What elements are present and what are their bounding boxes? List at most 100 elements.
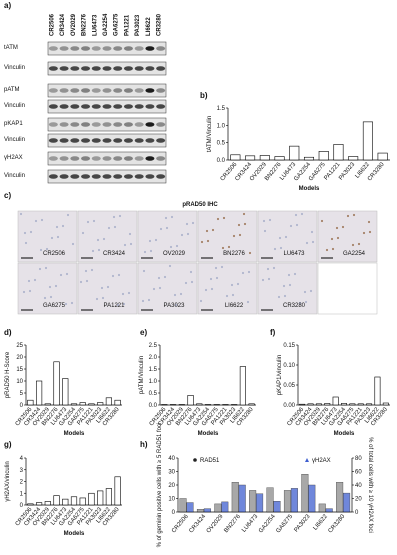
blot-row-label: Vinculin [4, 137, 25, 143]
blot-band [70, 156, 79, 161]
ihc-texture [337, 237, 339, 239]
blot-band [81, 104, 90, 109]
bar [304, 157, 313, 160]
blot-band [145, 156, 154, 161]
ihc-texture [130, 243, 132, 245]
ihc-texture [153, 288, 155, 290]
blot-band [135, 122, 144, 127]
legend-label: γH2AX [312, 458, 331, 464]
ihc-texture [66, 273, 68, 275]
y2-tick-label: 60 [355, 470, 362, 476]
ihc-texture [144, 251, 146, 253]
blot-band [145, 88, 154, 93]
ihc-texture [148, 299, 150, 301]
y2-axis-label: % of total cells with ≥ 10 γH2AX foci [367, 437, 373, 533]
ihc-texture [273, 267, 275, 269]
blot-band [49, 174, 58, 179]
ihc-texture [280, 247, 282, 249]
bar [290, 146, 299, 160]
bar [115, 477, 121, 505]
ihc-texture [226, 295, 228, 297]
ihc-texture [46, 248, 48, 250]
ihc-texture [56, 226, 58, 228]
y-tick-label: 0.5 [149, 391, 158, 397]
y-tick-label: 10 [168, 497, 175, 503]
y2-tick-label: 80 [355, 456, 362, 462]
x-axis-label: Models [334, 431, 355, 437]
blot-row-label: pKAP1 [4, 121, 23, 127]
blot-band [124, 46, 133, 51]
bar [97, 491, 103, 505]
x-axis-label: Models [299, 186, 320, 192]
blot-row-label: γH2AX [4, 155, 23, 161]
blot-band [145, 66, 154, 71]
y-tick-label: 5 [20, 391, 24, 397]
blot-band [102, 88, 111, 93]
ihc-texture [159, 287, 161, 289]
ihc-texture [263, 220, 265, 222]
ihc-texture [301, 213, 303, 215]
blot-band [60, 46, 69, 51]
bar [28, 400, 34, 405]
ihc-texture [128, 292, 130, 294]
ihc-texture [150, 250, 152, 252]
blot-band [145, 104, 154, 109]
blot-band [49, 104, 58, 109]
ihc-texture [305, 301, 307, 303]
ihc-texture [190, 271, 192, 273]
ihc-texture [231, 284, 233, 286]
ihc-texture [34, 279, 36, 281]
ihc-texture [60, 274, 62, 276]
bar [348, 157, 357, 160]
y2-tick-label: 0 [355, 510, 359, 516]
ihc-texture [284, 295, 286, 297]
ihc-texture [201, 241, 203, 243]
blot-band [113, 138, 122, 143]
blot-band [60, 122, 69, 127]
y-tick-label: 1.0 [149, 379, 158, 385]
ihc-texture [207, 240, 209, 242]
blot-band [102, 138, 111, 143]
bar [249, 404, 255, 405]
bar [245, 156, 254, 160]
bar [54, 496, 60, 505]
blot-band [156, 156, 165, 161]
bar [326, 509, 333, 512]
ihc-tile-label: CR3280 [283, 303, 306, 309]
ihc-texture [306, 242, 308, 244]
blot-band [81, 66, 90, 71]
y-axis-label: tATM/Vinculin [207, 116, 213, 152]
legend-label: RAD51 [200, 458, 220, 464]
y2-tick-label: 20 [355, 497, 362, 503]
blot-band [70, 88, 79, 93]
blot-band [145, 174, 154, 179]
ihc-texture [294, 273, 296, 275]
blot-band [60, 66, 69, 71]
ihc-tile-label: CR2506 [43, 251, 66, 257]
ihc-texture [296, 224, 298, 226]
y-tick-label: 0 [20, 403, 24, 409]
panel-label: b) [200, 91, 208, 100]
panel-label: g) [4, 440, 12, 449]
bar [80, 403, 86, 405]
blot-band [124, 156, 133, 161]
blot-band [102, 156, 111, 161]
ihc-texture [51, 237, 53, 239]
blot-band [124, 122, 133, 127]
ihc-title: pRAD50 IHC [182, 202, 218, 208]
blot-band [124, 88, 133, 93]
blot-band [70, 46, 79, 51]
ihc-texture [262, 279, 264, 281]
ihc-texture [279, 237, 281, 239]
ihc-texture [200, 300, 202, 302]
ihc-texture [103, 238, 105, 240]
ihc-texture [352, 244, 354, 246]
bar [336, 482, 343, 512]
ihc-tile-label: LU6473 [283, 251, 305, 257]
ihc-texture [342, 226, 344, 228]
blot-band [70, 174, 79, 179]
bar [378, 153, 387, 160]
ihc-texture [363, 232, 365, 234]
ihc-texture [215, 267, 217, 269]
x-tick-label: PA3023 [338, 161, 356, 181]
